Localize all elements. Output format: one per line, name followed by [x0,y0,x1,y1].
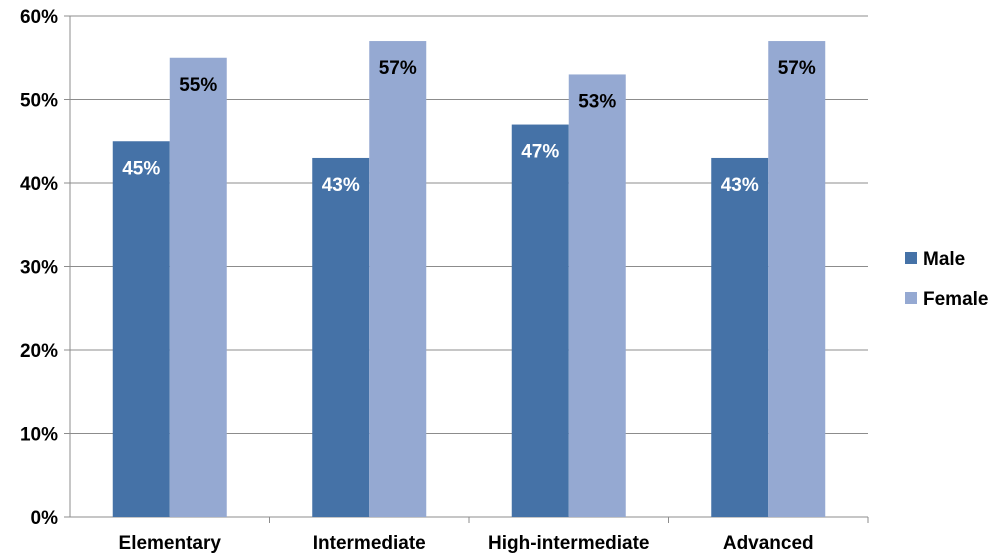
legend: Male Female [905,249,988,310]
legend-swatch-male [905,252,917,264]
bar-female-high-intermediate [568,74,626,517]
y-tick-label: 10% [20,425,58,446]
bar-female-intermediate [369,41,427,518]
bar-male-high-intermediate [511,124,569,518]
data-label: 43% [322,175,360,196]
axes: 0% 10% 20% 30% 40% 50% 60% Elementary Intermedia… [20,7,869,554]
data-label: 57% [379,58,417,79]
legend-label-male: Male [923,249,965,270]
data-label: 47% [521,142,559,163]
y-tick-label: 30% [20,258,58,279]
bar-male-advanced [711,157,769,517]
legend-swatch-female [905,292,917,304]
data-label: 55% [179,75,217,96]
y-tick-label: 50% [20,91,58,112]
y-tick-label: 20% [20,341,58,362]
bar-female-elementary [169,57,227,517]
legend-label-female: Female [923,289,988,310]
bars [112,41,826,518]
bar-male-elementary [112,141,170,517]
y-tick-label: 0% [31,508,59,529]
bar-male-intermediate [312,157,370,517]
data-label: 53% [578,91,616,112]
x-tick-label: Intermediate [313,533,426,554]
x-tick-label: Elementary [119,533,222,554]
data-label: 43% [721,175,759,196]
data-label: 57% [778,58,816,79]
data-labels: 45% 55% 43% 57% 47% 53% 43% 57% [122,58,816,196]
data-label: 45% [122,158,160,179]
bar-female-advanced [768,41,826,518]
x-tick-label: High-intermediate [488,533,650,554]
y-tick-label: 60% [20,7,58,28]
x-tick-label: Advanced [723,533,814,554]
y-tick-label: 40% [20,174,58,195]
